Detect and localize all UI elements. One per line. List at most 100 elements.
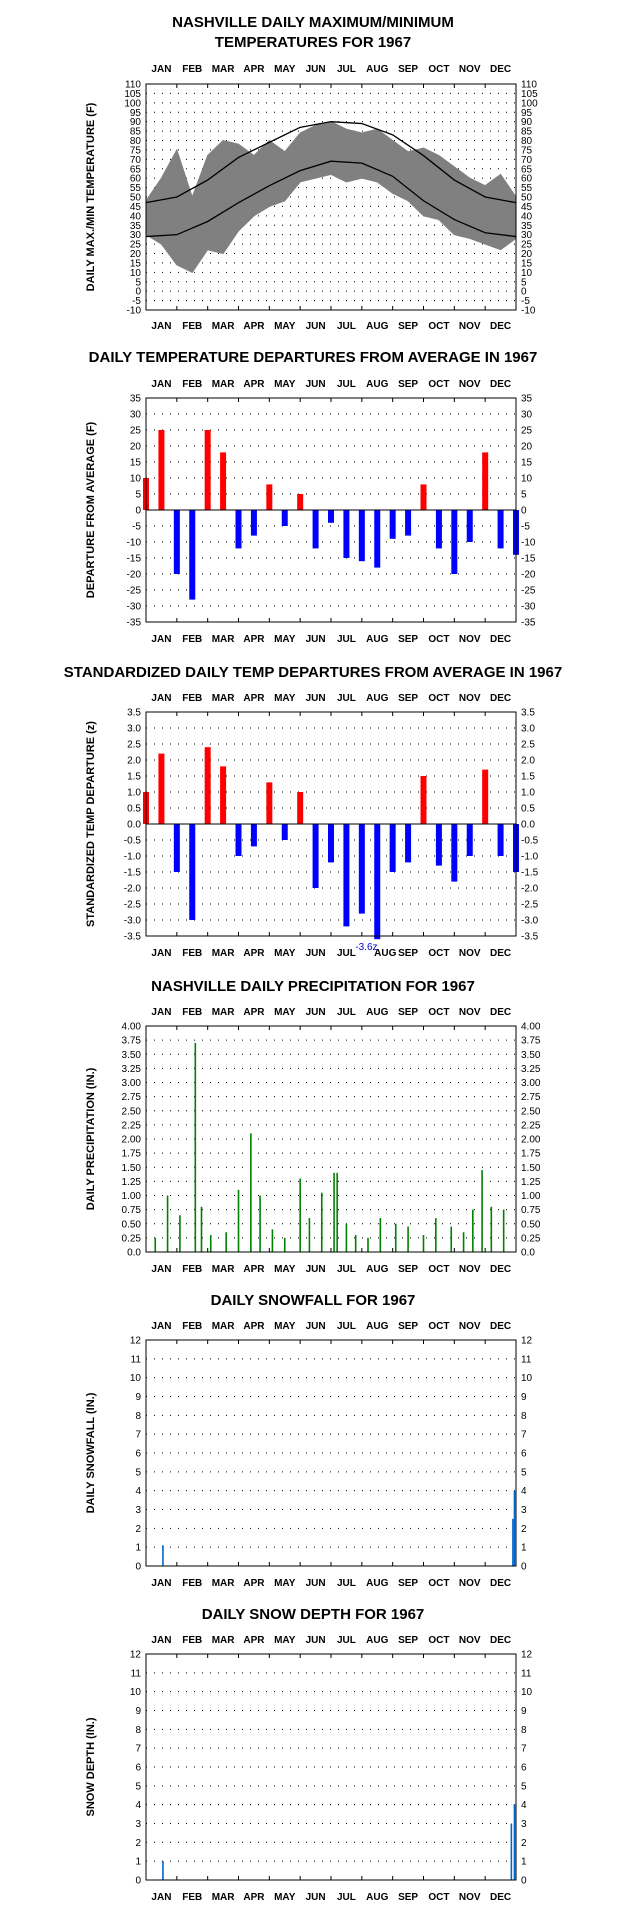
y-tick-label-right: 100 — [521, 98, 538, 109]
y-tick-label-left: 80 — [130, 136, 142, 147]
plot-frame-departures — [145, 397, 517, 623]
y-tick-label-left: 9 — [135, 1706, 141, 1717]
month-label-top: SEP — [398, 1007, 418, 1018]
y-axis-label-std_departures: STANDARDIZED TEMP DEPARTURE (z) — [85, 721, 97, 927]
month-label-top: FEB — [182, 379, 202, 390]
month-label-bottom: FEB — [182, 1892, 202, 1903]
y-tick-label-right: 1.50 — [521, 1163, 541, 1174]
y-tick-label-right: 1.0 — [521, 788, 535, 799]
month-label-top: MAR — [212, 64, 236, 75]
bar-std_departures — [451, 824, 458, 882]
y-tick-label-right: -3.5 — [521, 932, 539, 943]
y-tick-label-left: 15 — [130, 458, 142, 469]
month-label-top: JUL — [337, 1007, 356, 1018]
bar-departures — [497, 510, 504, 549]
month-label-top: MAY — [274, 693, 296, 704]
y-tick-label-right: -5 — [521, 522, 530, 533]
month-label-bottom: MAY — [274, 1578, 296, 1589]
month-label-top: DEC — [490, 1007, 511, 1018]
y-tick-label-left: 11 — [131, 1668, 142, 1679]
y-tick-label-left: 2.5 — [127, 740, 141, 751]
y-tick-label-right: -30 — [521, 602, 536, 613]
y-tick-label-left: 3.0 — [127, 724, 141, 735]
bar-std_departures — [435, 824, 442, 866]
y-tick-label-left: 12 — [130, 1336, 142, 1347]
bar-departures — [220, 452, 227, 510]
y-tick-label-right: 0.5 — [521, 804, 535, 815]
y-tick-label-left: 3 — [135, 1819, 141, 1830]
month-label-bottom: NOV — [459, 1892, 481, 1903]
y-tick-label-left: 25 — [130, 426, 142, 437]
month-label-bottom: FEB — [182, 634, 202, 645]
bar-departures — [281, 510, 288, 526]
bar-precip — [271, 1229, 274, 1252]
y-tick-label-left: -30 — [127, 602, 142, 613]
y-tick-label-left: 45 — [130, 202, 142, 213]
month-label-bottom: JAN — [151, 1264, 171, 1275]
bar-departures — [312, 510, 319, 549]
month-label-top: MAY — [274, 1635, 296, 1646]
y-tick-label-left: -10 — [127, 306, 142, 317]
month-label-top: JUN — [306, 1635, 326, 1646]
y-tick-label-left: 3 — [135, 1505, 141, 1516]
month-label-bottom: JUN — [306, 1578, 326, 1589]
month-label-top: DEC — [490, 1635, 511, 1646]
chart-snowdepth: DAILY SNOW DEPTH FOR 1967 SNOW DEPTH (IN.… — [85, 1606, 533, 1903]
y-tick-label-left: 10 — [130, 1373, 142, 1384]
y-tick-label-left: 5 — [135, 1467, 141, 1478]
y-tick-label-right: 30 — [521, 230, 533, 241]
month-label-top: NOV — [459, 379, 481, 390]
y-tick-label-right: 10 — [521, 474, 533, 485]
month-label-top: JUN — [306, 693, 326, 704]
y-tick-label-left: 3.25 — [122, 1064, 142, 1075]
chart-std_departures: STANDARDIZED DAILY TEMP DEPARTURES FROM … — [64, 664, 562, 959]
chart-temps: NASHVILLE DAILY MAXIMUM/MINIMUM TEMPERATU… — [85, 14, 538, 332]
month-label-top: MAR — [212, 1007, 236, 1018]
bar-departures — [158, 430, 165, 510]
y-tick-label-left: 12 — [130, 1650, 142, 1661]
month-label-bottom: APR — [243, 1578, 265, 1589]
y-tick-label-right: 8 — [521, 1411, 527, 1422]
month-label-bottom: APR — [243, 948, 265, 959]
month-label-top: OCT — [428, 693, 449, 704]
month-label-bottom: JUN — [306, 1264, 326, 1275]
y-tick-label-left: 1.75 — [122, 1149, 142, 1160]
y-tick-label-right: 0.0 — [521, 820, 535, 831]
month-label-bottom: SEP — [398, 948, 418, 959]
chart-title-snowfall: DAILY SNOWFALL FOR 1967 — [211, 1292, 416, 1309]
month-label-top: AUG — [366, 379, 388, 390]
bar-departures — [482, 452, 489, 510]
month-label-bottom: DEC — [490, 1264, 511, 1275]
y-tick-label-right: 2.00 — [521, 1135, 541, 1146]
month-label-bottom: FEB — [182, 321, 202, 332]
y-tick-label-right: 10 — [521, 1373, 533, 1384]
month-label-top: APR — [243, 1635, 265, 1646]
y-tick-label-right: 10 — [521, 1687, 533, 1698]
y-tick-label-right: 0 — [521, 506, 527, 517]
month-label-top: NOV — [459, 1007, 481, 1018]
month-label-top: MAY — [274, 379, 296, 390]
month-label-top: MAY — [274, 1007, 296, 1018]
bar-std_departures — [173, 824, 180, 872]
bar-precip — [435, 1218, 437, 1252]
bar-std_departures — [297, 792, 304, 824]
month-label-bottom: MAY — [274, 634, 296, 645]
y-tick-label-right: 4 — [521, 1486, 527, 1497]
bar-precip — [299, 1178, 301, 1252]
month-label-top: OCT — [428, 1321, 449, 1332]
bar-departures — [405, 510, 412, 536]
y-tick-label-right: 80 — [521, 136, 533, 147]
month-label-top: JUL — [337, 693, 356, 704]
y-tick-label-left: 0.25 — [122, 1233, 142, 1244]
y-tick-label-right: 6 — [521, 1763, 527, 1774]
plot-frame-std_departures — [145, 711, 517, 937]
month-label-top: FEB — [182, 64, 202, 75]
bar-std_departures — [389, 824, 396, 872]
y-tick-label-left: -15 — [127, 554, 142, 565]
month-label-bottom: OCT — [428, 634, 449, 645]
y-tick-label-right: 25 — [521, 426, 533, 437]
bar-precip — [422, 1235, 425, 1252]
bar-precip — [502, 1209, 505, 1252]
y-tick-label-right: 0 — [521, 287, 527, 298]
month-label-top: DEC — [490, 693, 511, 704]
